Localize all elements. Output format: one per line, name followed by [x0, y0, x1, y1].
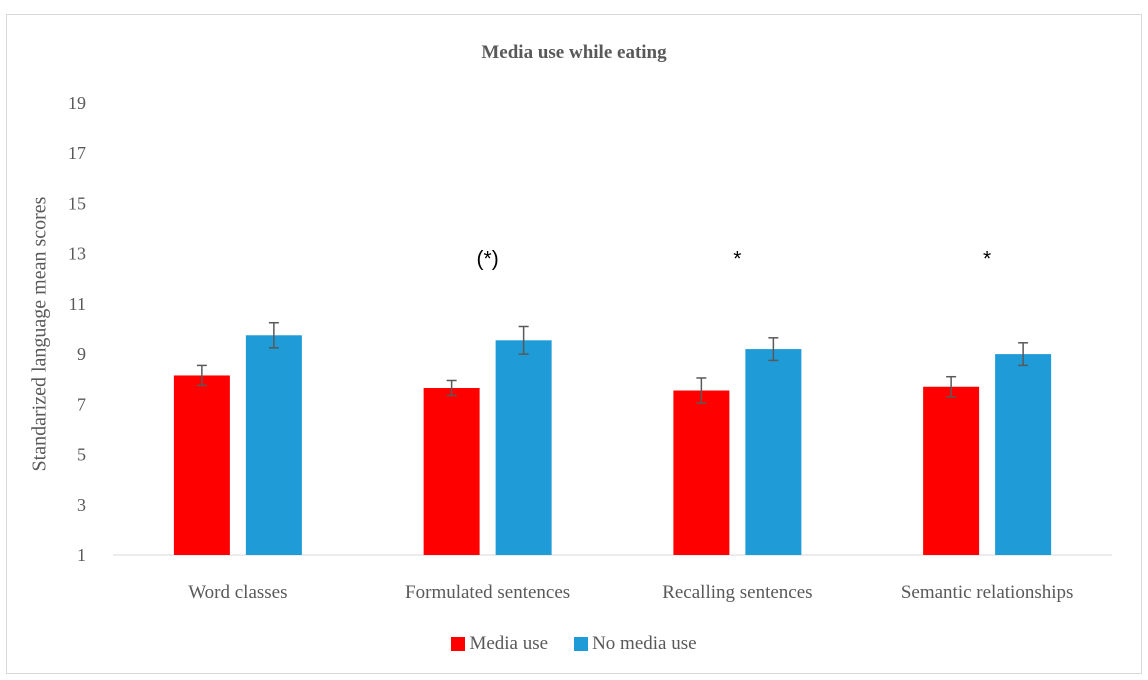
- x-tick-label: Word classes: [188, 582, 287, 603]
- bar-media-use: [173, 375, 230, 555]
- significance-marker: *: [733, 248, 741, 271]
- bar-no-media-use: [745, 349, 802, 555]
- y-tick-label: 17: [68, 143, 86, 163]
- legend-label-no-media-use: No media use: [592, 633, 697, 654]
- significance-marker: *: [983, 248, 991, 271]
- y-tick-label: 1: [77, 545, 86, 565]
- x-tick-label: Recalling sentences: [662, 582, 812, 603]
- legend-item-media-use: Media use: [451, 633, 548, 655]
- bar-media-use: [673, 390, 730, 555]
- legend-label-media-use: Media use: [469, 633, 549, 654]
- chart-frame: [6, 14, 1142, 674]
- y-tick-label: 11: [69, 294, 86, 314]
- x-tick-label: Semantic relationships: [901, 582, 1074, 603]
- y-tick-label: 3: [77, 495, 86, 515]
- y-tick-label: 13: [68, 244, 86, 264]
- y-tick-label: 9: [77, 344, 86, 364]
- bar-media-use: [923, 386, 980, 555]
- y-tick-label: 15: [68, 193, 86, 213]
- bar-no-media-use: [245, 335, 302, 555]
- legend-swatch-media-use: [451, 637, 466, 651]
- bar-no-media-use: [495, 340, 552, 555]
- y-tick-label: 19: [68, 93, 86, 113]
- significance-marker: (*): [477, 248, 499, 271]
- legend-swatch-no-media-use: [574, 637, 589, 651]
- y-tick-label: 7: [77, 394, 86, 414]
- legend-item-no-media-use: No media use: [574, 633, 697, 655]
- chart-title: Media use while eating: [481, 42, 667, 63]
- legend: Media use No media use: [0, 633, 1148, 655]
- x-tick-label: Formulated sentences: [405, 582, 570, 603]
- bar-media-use: [423, 388, 480, 555]
- bar-no-media-use: [995, 354, 1052, 555]
- y-tick-label: 5: [77, 445, 86, 465]
